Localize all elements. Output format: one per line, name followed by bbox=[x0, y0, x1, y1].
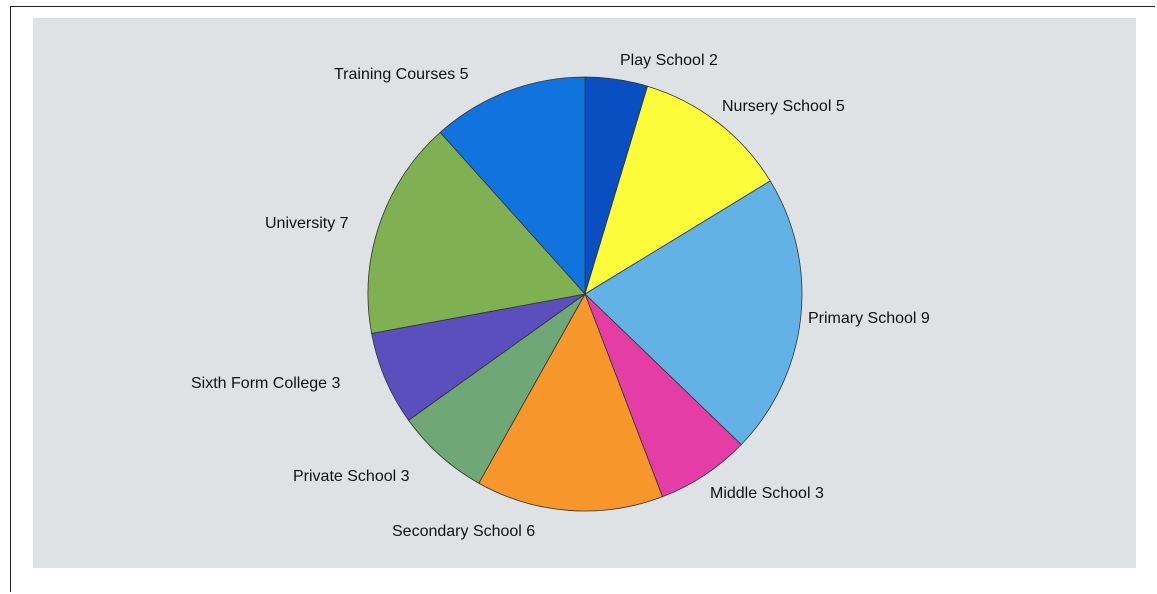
pie-slice-primary-school bbox=[584, 180, 803, 446]
pie-label-nursery-school: Nursery School 5 bbox=[722, 98, 845, 115]
pie-label-training-courses: Training Courses 5 bbox=[334, 66, 469, 83]
pie-label-private-school: Private School 3 bbox=[293, 468, 410, 485]
pie-label-university: University 7 bbox=[265, 215, 349, 232]
pie-slice-secondary-school bbox=[478, 293, 664, 512]
pie-label-primary-school: Primary School 9 bbox=[808, 310, 930, 327]
pie-slice-training-courses bbox=[439, 76, 586, 296]
pie-label-secondary-school: Secondary School 6 bbox=[392, 523, 535, 540]
pie-label-play-school: Play School 2 bbox=[620, 52, 718, 69]
pie-slice-nursery-school bbox=[584, 85, 771, 295]
pie-label-middle-school: Middle School 3 bbox=[710, 485, 824, 502]
pie-label-sixth-form-college: Sixth Form College 3 bbox=[191, 375, 340, 392]
pie-slice-university bbox=[367, 131, 586, 334]
